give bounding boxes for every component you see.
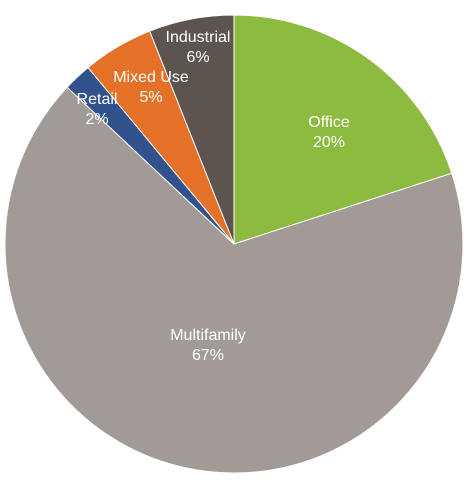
slice-percent-office: 20% — [313, 134, 345, 151]
slice-label-mixed-use: Mixed Use 5% — [113, 69, 189, 106]
pie-slice-office — [233, 14, 453, 245]
slice-label-office: Office 20% — [308, 114, 350, 151]
slice-percent-mixed-use: 5% — [139, 89, 162, 106]
slice-name-mixed-use: Mixed Use — [113, 69, 189, 86]
slice-name-multifamily: Multifamily — [170, 327, 246, 344]
slice-percent-multifamily: 67% — [192, 347, 224, 364]
slice-label-multifamily: Multifamily 67% — [170, 327, 246, 364]
slice-label-industrial: Industrial 6% — [166, 29, 231, 66]
pie-slice-industrial — [149, 14, 235, 245]
slice-percent-retail: 2% — [85, 111, 108, 128]
slice-name-industrial: Industrial — [166, 29, 231, 46]
slice-name-retail: Retail — [77, 91, 118, 108]
pie-slice-multifamily — [4, 86, 464, 474]
slice-percent-industrial: 6% — [186, 49, 209, 66]
slice-name-office: Office — [308, 114, 350, 131]
slice-label-retail: Retail 2% — [77, 91, 118, 128]
